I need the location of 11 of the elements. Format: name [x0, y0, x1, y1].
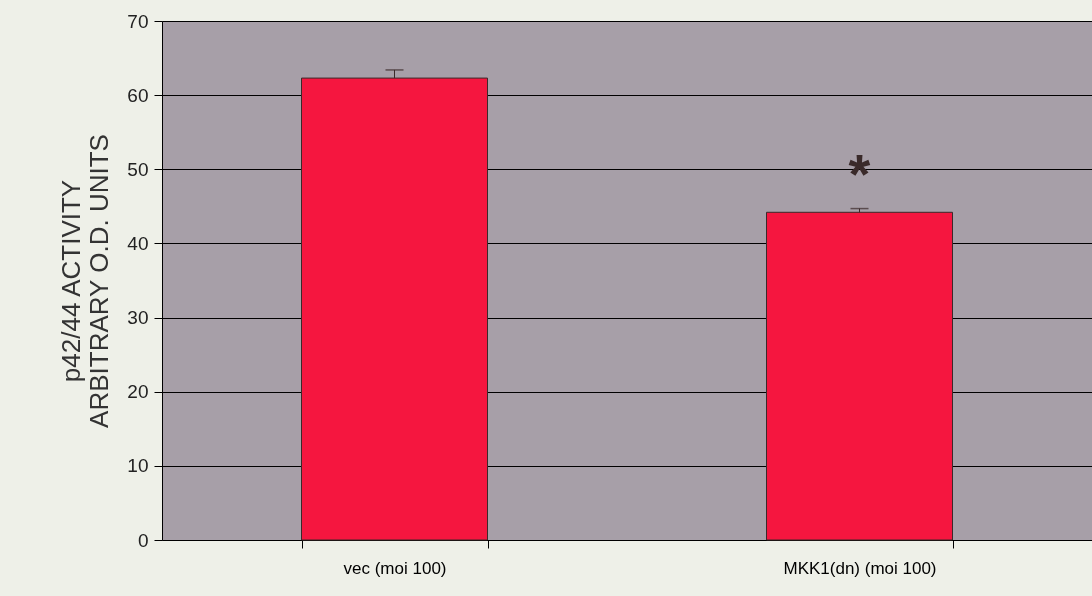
y-tick-label: 20 — [127, 381, 149, 403]
y-tick-label: 0 — [137, 529, 149, 551]
y-tick-label: 70 — [127, 10, 149, 32]
y-tick-label: 60 — [127, 84, 149, 106]
y-axis-title: p42/44 ACTIVITY ARBITRARY O.D. UNITS — [56, 134, 115, 428]
x-tick-label: MKK1(dn) (moi 100) — [783, 558, 937, 578]
y-tick-label: 40 — [127, 232, 149, 254]
y-tick-label: 10 — [127, 455, 149, 477]
x-tick-label: vec (moi 100) — [343, 558, 447, 578]
y-tick-label: 30 — [127, 307, 149, 329]
y-tick-label: 50 — [127, 158, 149, 180]
